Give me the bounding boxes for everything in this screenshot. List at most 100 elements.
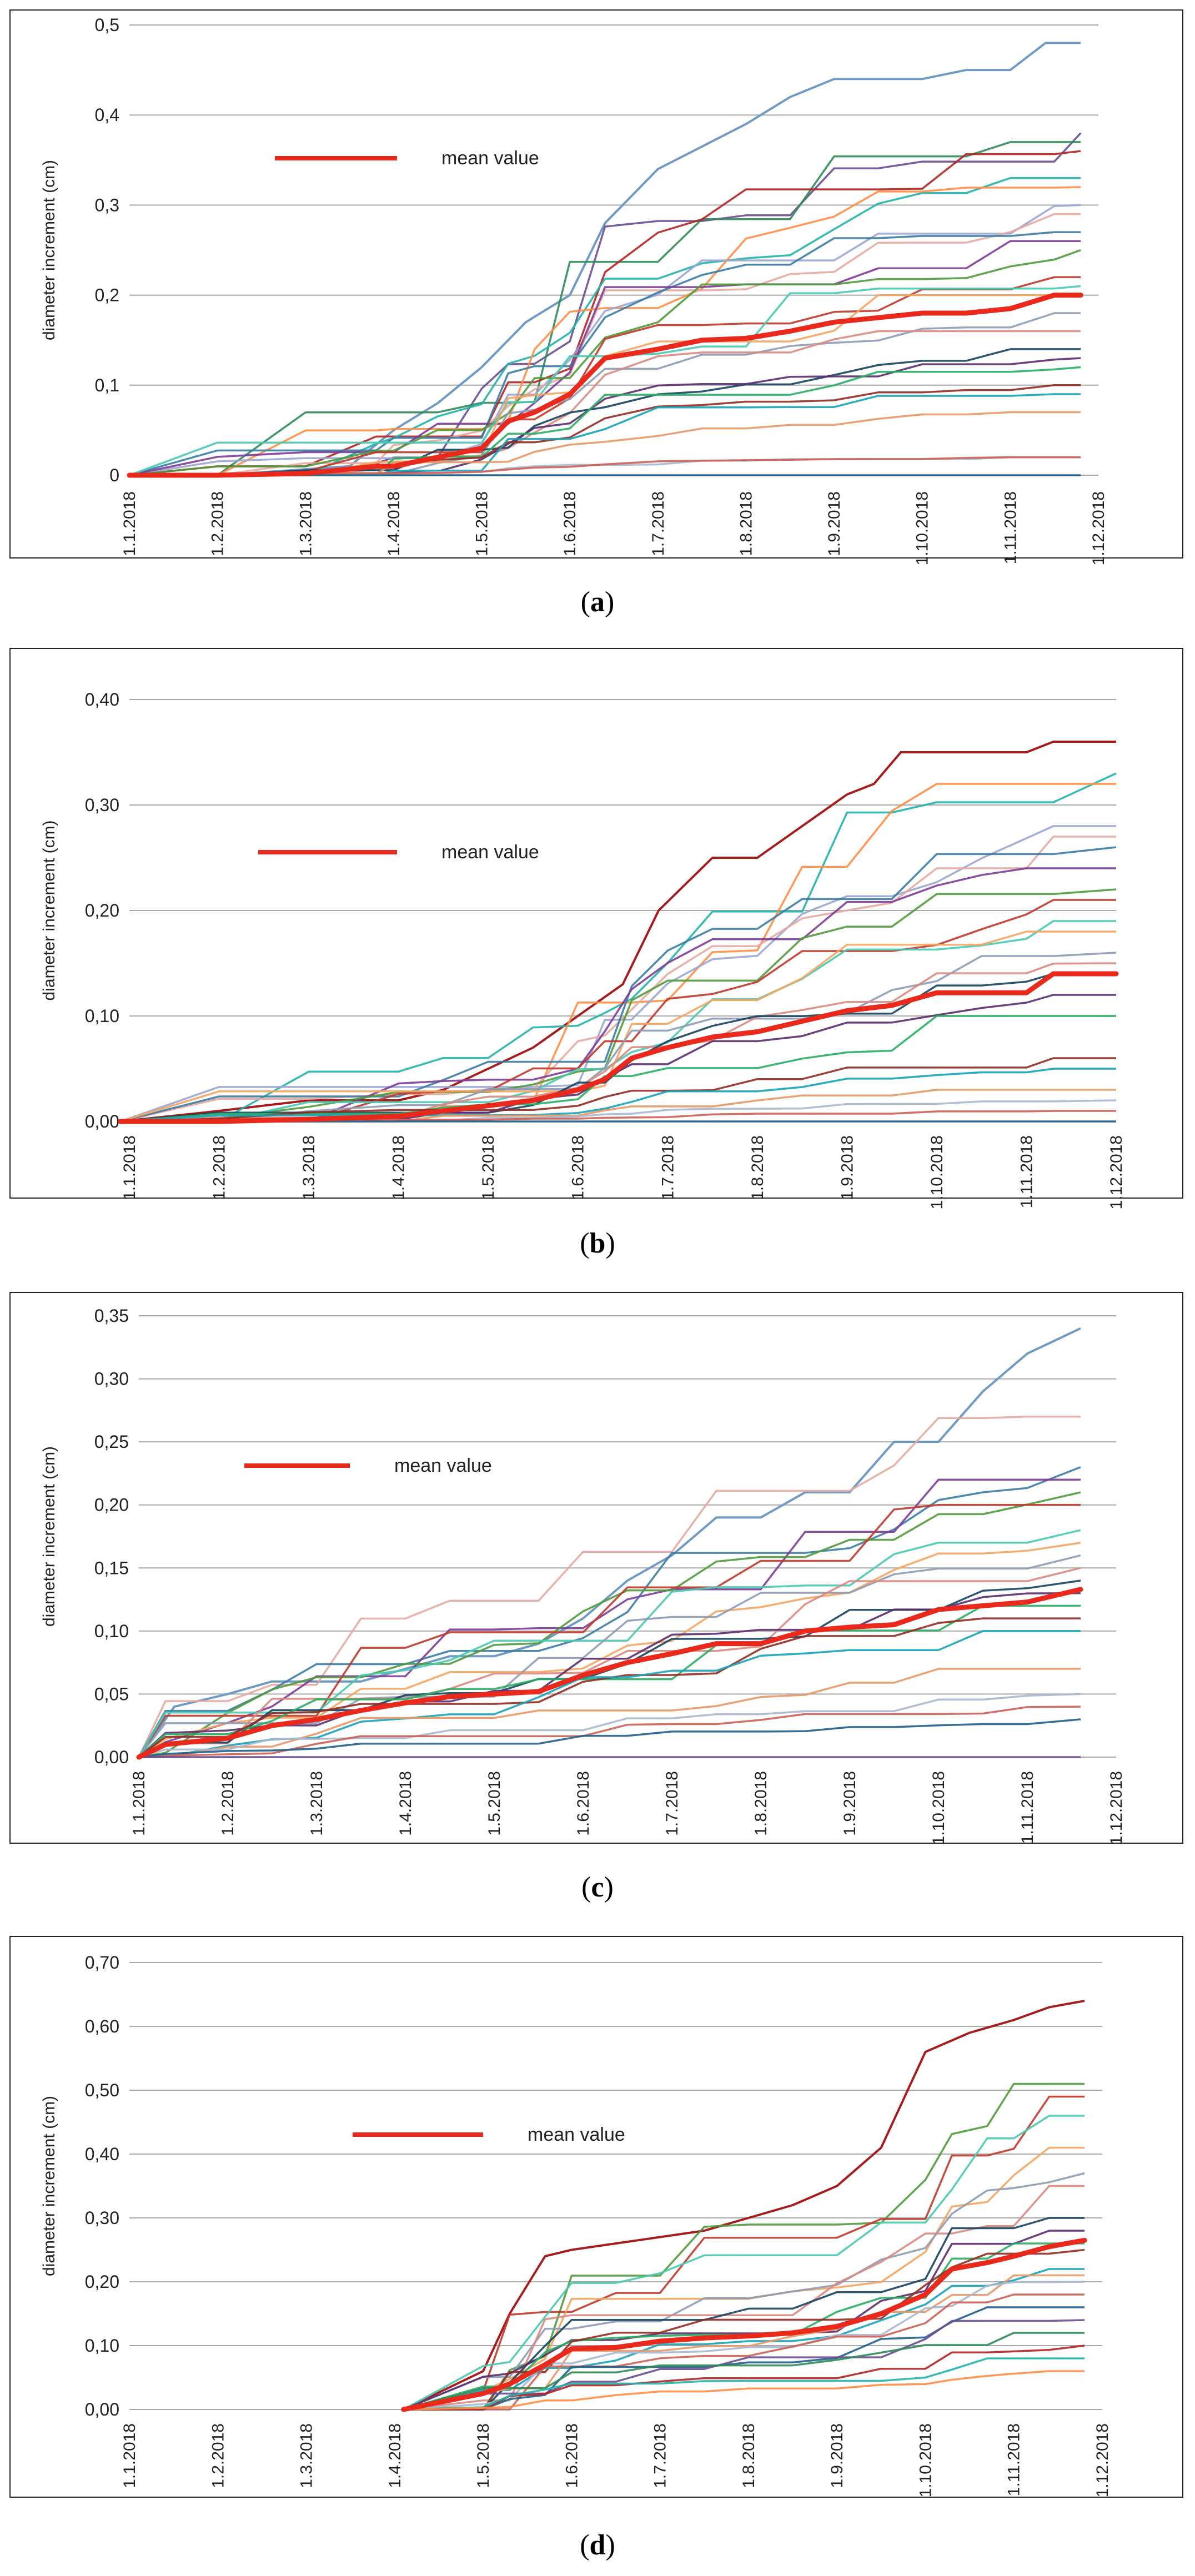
y-tick-label: 0,1 [95, 375, 119, 395]
x-tick-label: 1.12.2018 [1093, 2423, 1112, 2497]
y-tick-label: 0,10 [85, 2336, 119, 2356]
tree-series-line [403, 2095, 1085, 2411]
tree-series-line [129, 42, 1081, 476]
tree-series-line [129, 132, 1082, 476]
panel-d-label: (d) [580, 2529, 615, 2561]
x-tick-label: 1.11.2018 [1001, 491, 1020, 564]
x-tick-label: 1.8.2018 [752, 1771, 770, 1836]
tree-series-line [403, 2217, 1085, 2411]
x-tick-label: 1.3.2018 [300, 1135, 318, 1200]
legend-label: mean value [441, 842, 539, 863]
y-tick-label: 0,15 [94, 1558, 129, 1578]
tree-series-line [138, 1718, 1081, 1758]
chart-b: 0,00 0,10 0,20 0,30 0,40 1.1.2018 1.2.2018 1.3.… [9, 648, 1183, 1209]
chart-d: 0,00 0,10 0,20 0,30 0,40 0,50 0,60 0,70 1.1.2018… [9, 1936, 1183, 2498]
tree-series-line [138, 1542, 1081, 1758]
x-tick-label: 1.7.2018 [659, 1135, 677, 1200]
y-tick-label: 0,10 [94, 1621, 129, 1641]
tree-series-line [120, 1110, 1116, 1123]
tree-series-line [403, 2000, 1085, 2411]
y-tick-label: 0,50 [85, 2080, 119, 2100]
x-tick-label: 1.2.2018 [209, 491, 227, 556]
x-tick-label: 1.4.2018 [386, 2423, 404, 2488]
panel-a-label: (a) [580, 586, 615, 618]
x-tick-label: 1.2.2018 [209, 2423, 227, 2488]
y-tick-label: 0,2 [95, 285, 119, 305]
chart-frame [9, 648, 1183, 1199]
y-tick-label: 0,00 [85, 2399, 119, 2419]
x-tick-label: 1.2.2018 [219, 1771, 237, 1836]
x-tick-label: 1.9.2018 [828, 2423, 846, 2488]
tree-series-group [403, 2000, 1085, 2411]
tree-series-line [120, 994, 1116, 1123]
x-tick-label: 1.4.2018 [390, 1135, 408, 1200]
x-tick-label: 1.5.2018 [473, 491, 491, 556]
tree-series-line [139, 1668, 1081, 1758]
y-tick-label: 0,40 [85, 690, 119, 710]
y-tick-label: 0,00 [85, 1111, 119, 1131]
x-tick-label: 1.9.2018 [841, 1771, 859, 1836]
chart-a: 0 0,1 0,2 0,3 0,4 0,5 1.1.2018 1.2.2018 1.3.2018… [9, 9, 1183, 565]
tree-series-line [129, 177, 1081, 476]
x-tick-label: 1.5.2018 [479, 1135, 498, 1200]
tree-series-line [120, 741, 1116, 1123]
tree-series-line [138, 1617, 1081, 1758]
legend-label: mean value [528, 2124, 625, 2145]
x-tick-label: 1.3.2018 [298, 2423, 316, 2488]
x-tick-label: 1.1.2018 [120, 2423, 139, 2488]
y-tick-label: 0 [109, 465, 119, 485]
tree-series-line [129, 456, 1081, 476]
tree-series-line [138, 1491, 1081, 1758]
x-tick-label: 1.7.2018 [651, 2423, 670, 2488]
tree-series-line [129, 249, 1081, 476]
x-tick-label: 1.11.2018 [1018, 1771, 1037, 1844]
tree-series-line [138, 1503, 1081, 1758]
x-tick-label: 1.10.2018 [913, 491, 932, 565]
tree-series-line [138, 1693, 1081, 1758]
x-tick-label: 1.7.2018 [663, 1771, 681, 1836]
tree-series-line [403, 2293, 1085, 2411]
x-tick-label: 1.8.2018 [740, 2423, 758, 2488]
tree-series-line [120, 930, 1116, 1123]
y-tick-label: 0,30 [85, 2208, 119, 2228]
tree-series-line [403, 2185, 1085, 2411]
tree-series-line [129, 231, 1081, 476]
x-tick-label: 1.5.2018 [485, 1771, 504, 1836]
tree-series-line [403, 2172, 1085, 2411]
x-tick-label: 1.12.2018 [1089, 491, 1108, 565]
y-tick-label: 0,35 [94, 1306, 129, 1326]
x-tick-label: 1.1.2018 [120, 1135, 139, 1200]
chart-c: 0,00 0,05 0,10 0,15 0,20 0,25 0,30 0,35 1.1.2018… [9, 1292, 1183, 1845]
tree-series-line [403, 2115, 1085, 2411]
x-tick-label: 1.12.2018 [1107, 1771, 1126, 1845]
y-axis-label: diameter increment (cm) [40, 160, 58, 340]
y-tick-label: 0,00 [94, 1747, 129, 1767]
tree-series-line [129, 150, 1081, 476]
y-tick-label: 0,70 [85, 1953, 119, 1973]
y-tick-label: 0,30 [94, 1369, 129, 1389]
tree-series-line [120, 899, 1116, 1123]
panel-c-label: (c) [581, 1871, 614, 1903]
tree-series-line [138, 1567, 1081, 1758]
x-tick-label: 1.11.2018 [1017, 1135, 1036, 1208]
x-tick-label: 1.6.2018 [561, 491, 579, 556]
mean-value-line [136, 1587, 1083, 1760]
tree-series-line [403, 2306, 1085, 2411]
tree-series-line [120, 952, 1117, 1123]
tree-series-line [403, 2344, 1085, 2411]
legend-label: mean value [394, 1455, 492, 1476]
x-tick-label: 1.9.2018 [838, 1135, 856, 1200]
y-axis-label: diameter increment (cm) [40, 1446, 58, 1627]
tree-series-line [120, 836, 1116, 1123]
x-tick-label: 1.4.2018 [396, 1771, 415, 1836]
x-tick-label: 1.10.2018 [916, 2423, 935, 2497]
tree-series-line [138, 1415, 1081, 1758]
tree-series-line [403, 2357, 1085, 2411]
tree-series-line [129, 204, 1081, 476]
x-tick-label: 1.1.2018 [130, 1771, 148, 1836]
y-tick-label: 0,4 [95, 105, 119, 125]
y-tick-label: 0,5 [95, 15, 119, 35]
tree-series-line [129, 213, 1081, 476]
y-tick-label: 0,60 [85, 2016, 119, 2036]
x-tick-label: 1.8.2018 [749, 1135, 767, 1200]
